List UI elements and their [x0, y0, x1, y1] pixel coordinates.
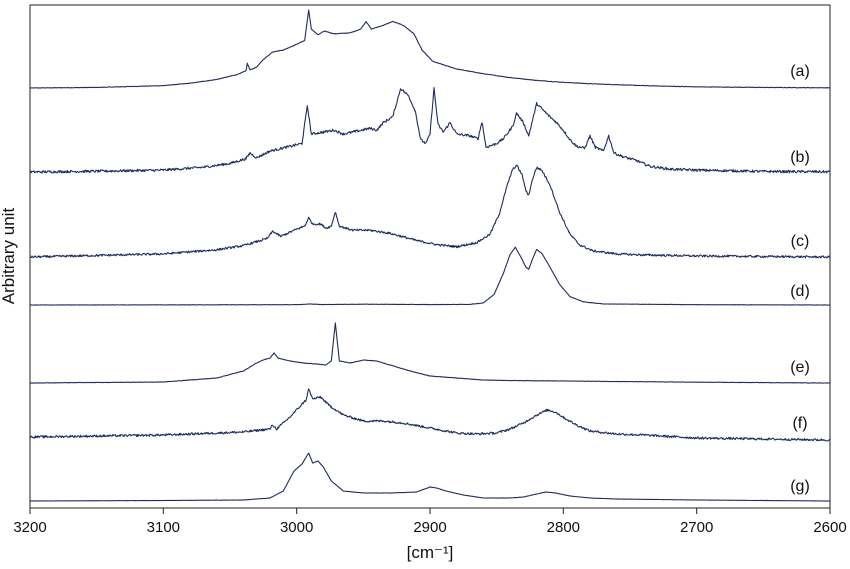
trace-g — [29, 452, 831, 502]
trace-label-g: (g) — [790, 478, 810, 495]
trace-labels: (a) (b) (c) (d) (e) (f) (g) — [790, 63, 810, 495]
x-axis-ticks: 3200 3100 3000 2900 2800 2700 2600 — [13, 508, 847, 536]
trace-d — [29, 246, 831, 306]
x-tick-label-3200: 3200 — [13, 519, 46, 536]
x-axis-title: [cm⁻¹] — [407, 543, 454, 562]
trace-label-a: (a) — [790, 63, 810, 80]
trace-b — [29, 86, 831, 174]
trace-label-d: (d) — [790, 283, 810, 300]
x-tick-label-3100: 3100 — [147, 519, 180, 536]
trace-label-e: (e) — [790, 359, 810, 376]
trace-a — [29, 9, 831, 89]
trace-e — [29, 322, 831, 384]
traces — [29, 9, 831, 502]
plot-frame — [29, 4, 831, 509]
trace-c — [29, 164, 831, 259]
y-axis-title: Arbitrary unit — [0, 208, 18, 305]
trace-label-b: (b) — [790, 149, 810, 166]
x-tick-label-2900: 2900 — [413, 519, 446, 536]
trace-label-c: (c) — [791, 233, 810, 250]
x-tick-label-2600: 2600 — [813, 519, 846, 536]
x-tick-label-3000: 3000 — [280, 519, 313, 536]
x-tick-label-2700: 2700 — [680, 519, 713, 536]
x-tick-label-2800: 2800 — [547, 519, 580, 536]
trace-label-f: (f) — [792, 415, 807, 432]
trace-f — [29, 388, 831, 442]
